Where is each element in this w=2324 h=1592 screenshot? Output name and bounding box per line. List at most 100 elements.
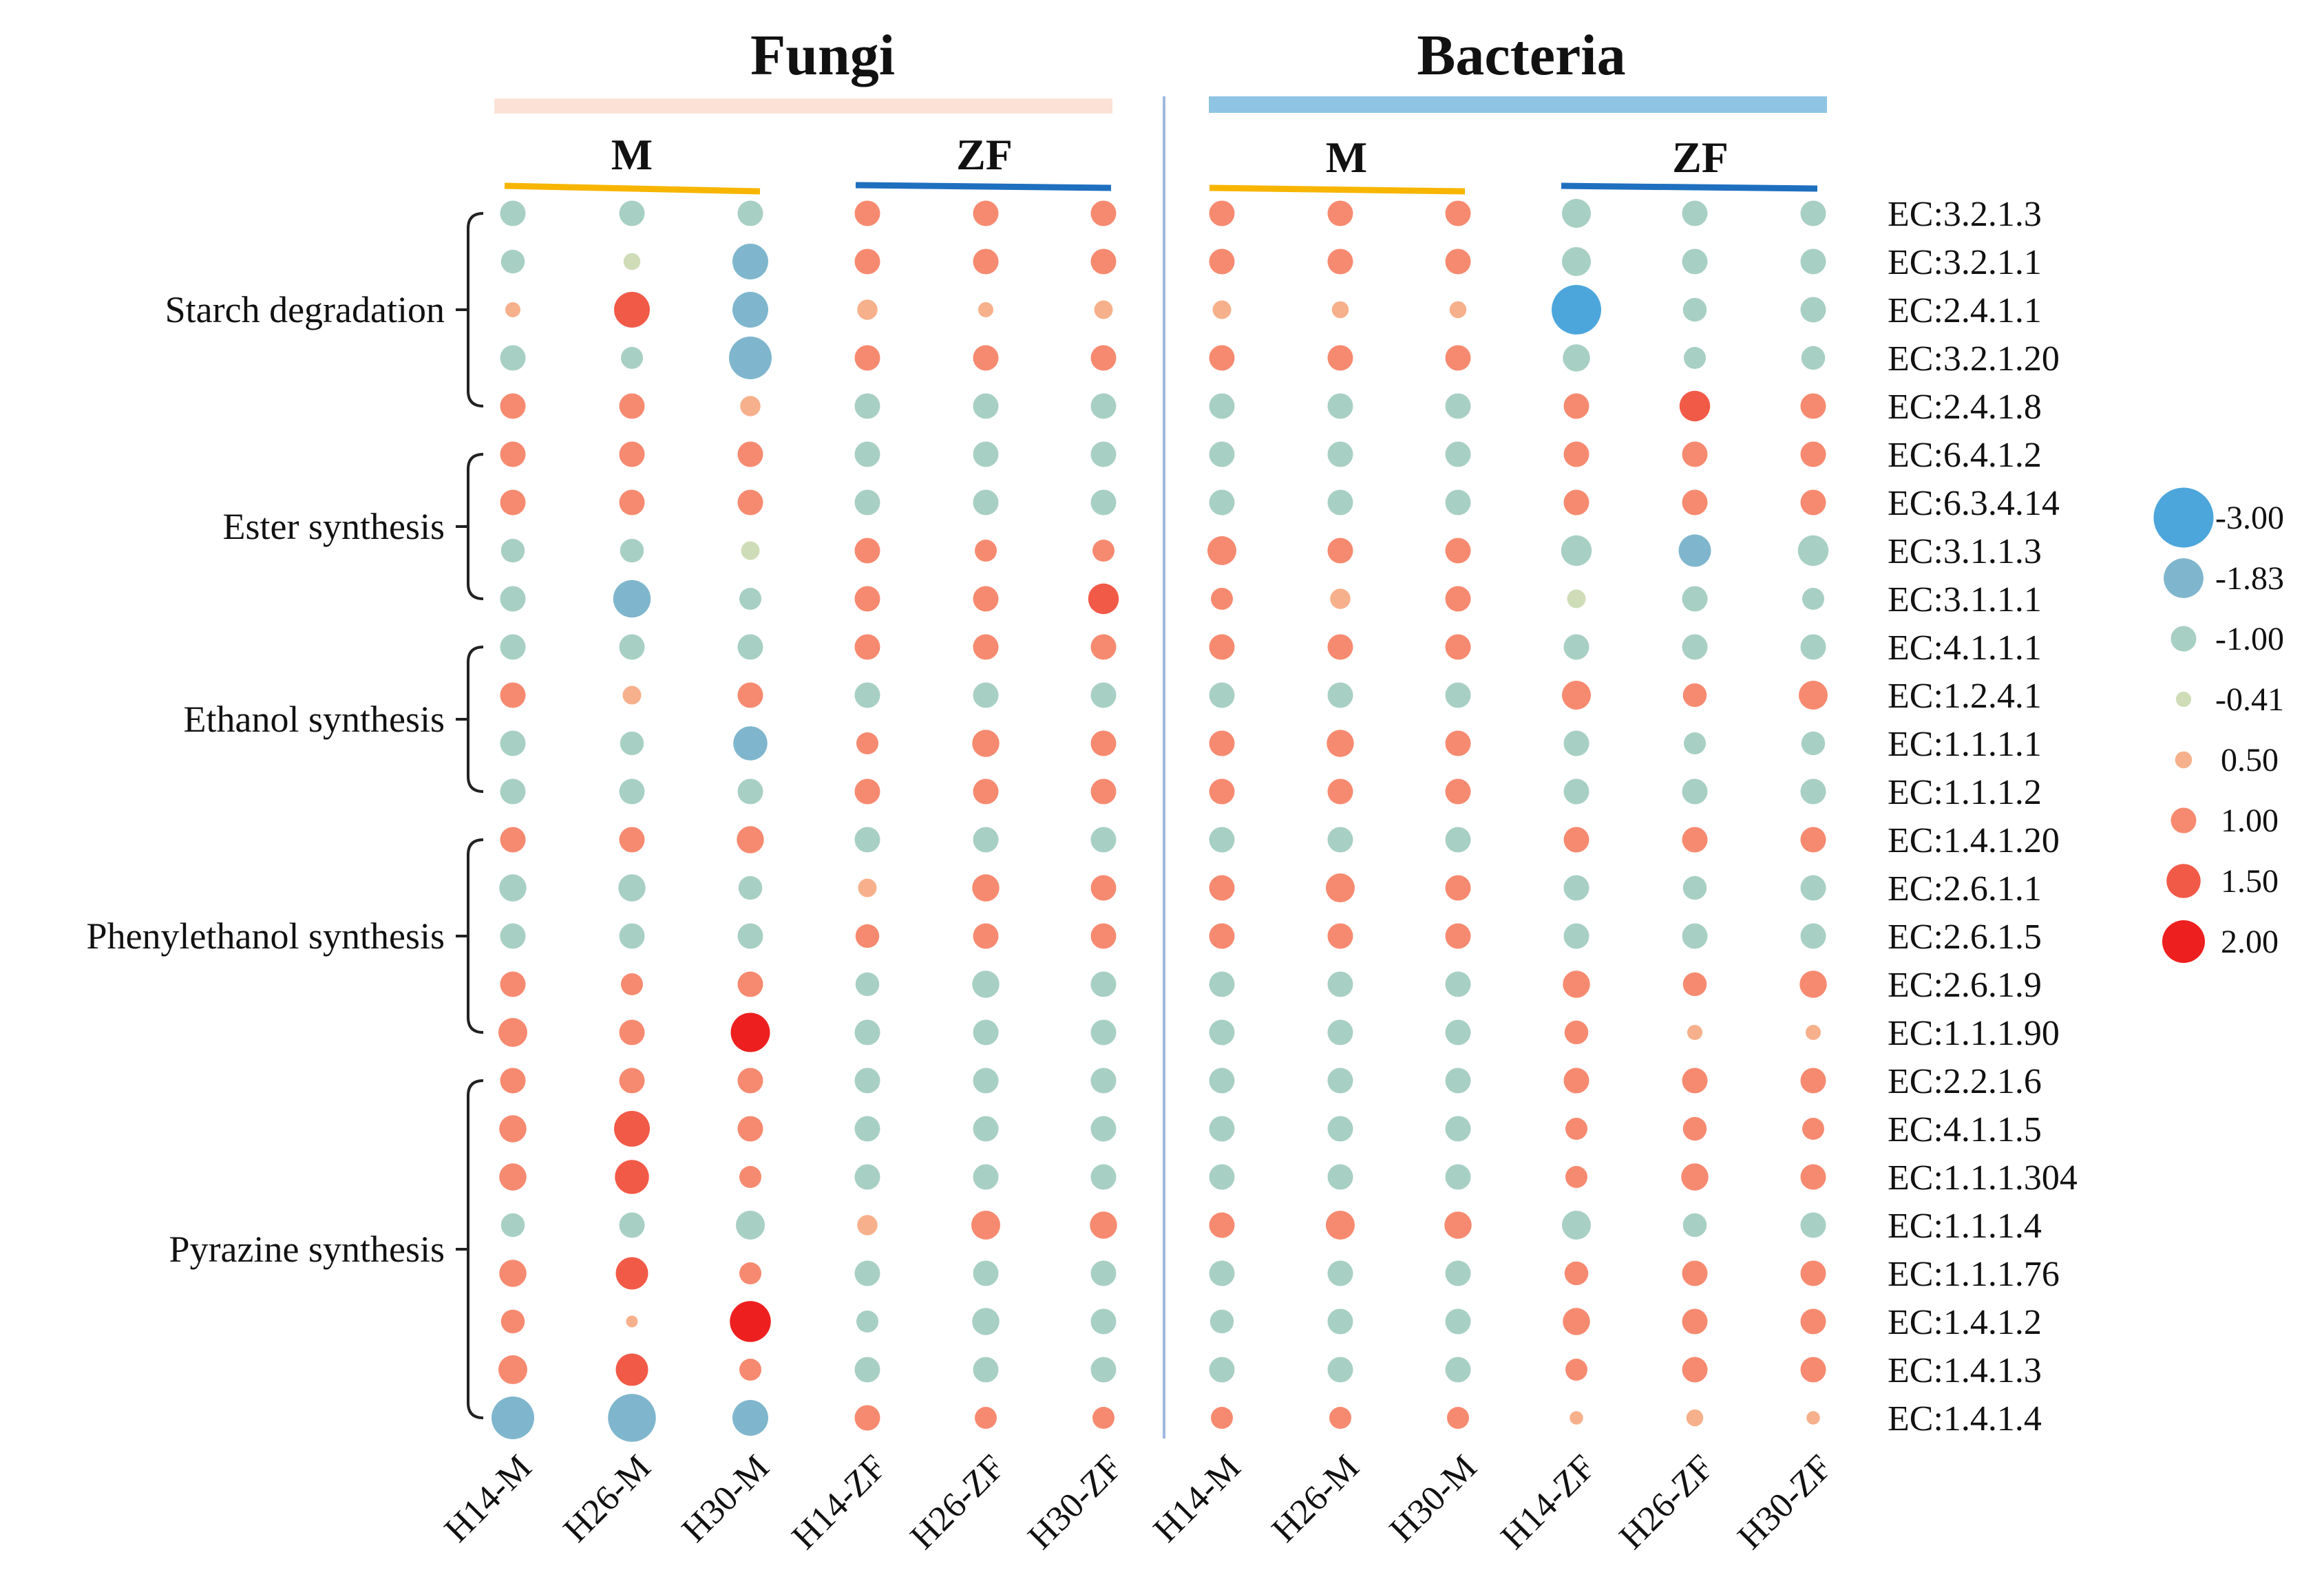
bubble-EC:1.1.1.90-H26-M — [1327, 1019, 1353, 1046]
row-label: EC:1.4.1.20 — [1888, 821, 2060, 860]
bubble-EC:1.4.1.4-H26-ZF — [975, 1407, 997, 1429]
bubble-EC:3.1.1.1-H14-ZF — [854, 586, 880, 612]
bubble-EC:1.1.1.304-H30-ZF — [1800, 1164, 1826, 1190]
bubble-EC:1.4.1.3-H26-ZF — [973, 1357, 999, 1383]
bubble-EC:1.4.1.2-H14-M — [1209, 1309, 1234, 1334]
bubble-EC:1.4.1.20-H30-ZF — [1800, 827, 1826, 853]
bubble-EC:2.6.1.1-H26-M — [618, 874, 646, 902]
bubble-EC:1.4.1.4-H14-M — [492, 1397, 534, 1439]
bubble-EC:6.3.4.14-H30-M — [1445, 489, 1471, 516]
bubble-EC:4.1.1.5-H30-ZF — [1802, 1118, 1824, 1140]
bubble-EC:3.1.1.3-H26-M — [1327, 538, 1353, 564]
bubble-EC:2.6.1.1-H14-ZF — [1563, 875, 1589, 901]
bubble-EC:1.2.4.1-H30-M — [1445, 682, 1471, 708]
bubble-EC:4.1.1.1-H26-M — [619, 634, 645, 660]
group-label: Pyrazine synthesis — [169, 1229, 445, 1270]
bubble-EC:2.2.1.6-H30-M — [1445, 1068, 1471, 1094]
bubble-EC:1.4.1.20-H14-M — [1209, 827, 1235, 853]
bubble-EC:2.6.1.5-H30-M — [1445, 923, 1471, 949]
group-bracket — [467, 453, 484, 600]
bubble-EC:2.6.1.9-H30-ZF — [1090, 971, 1117, 997]
bubble-EC:1.2.4.1-H30-ZF — [1090, 682, 1117, 708]
bubble-EC:1.1.1.2-H14-M — [500, 778, 526, 805]
bubble-EC:2.6.1.1-H26-ZF — [1682, 875, 1707, 900]
bubble-EC:3.1.1.3-H30-M — [1445, 538, 1471, 564]
bubble-EC:3.2.1.1-H30-ZF — [1090, 248, 1117, 275]
bubble-EC:4.1.1.1-H14-M — [1209, 634, 1235, 660]
bubble-EC:3.2.1.3-H30-ZF — [1800, 200, 1826, 226]
bubble-EC:4.1.1.5-H14-ZF — [854, 1116, 880, 1142]
row-label: EC:2.6.1.9 — [1888, 966, 2042, 1005]
bubble-EC:2.4.1.1-H26-ZF — [978, 302, 993, 317]
bubble-EC:1.4.1.20-H14-M — [500, 827, 526, 853]
bubble-EC:1.1.1.4-H26-ZF — [971, 1211, 1000, 1240]
bubble-EC:1.1.1.90-H30-M — [730, 1012, 770, 1052]
bubble-EC:1.4.1.2-H14-ZF — [856, 1310, 878, 1333]
bubble-EC:3.2.1.20-H26-M — [621, 347, 643, 369]
row-label: EC:1.1.1.90 — [1888, 1014, 2060, 1053]
row-label: EC:1.4.1.2 — [1888, 1303, 2042, 1342]
subgroup-label-bacteria-m: M — [1326, 133, 1367, 182]
subgroup-label-fungi-m: M — [611, 130, 653, 179]
bubble-EC:2.4.1.1-H30-M — [1449, 301, 1467, 319]
bubble-EC:2.6.1.5-H14-M — [500, 923, 526, 949]
bubble-EC:1.4.1.2-H14-ZF — [1563, 1308, 1590, 1335]
bubble-EC:6.4.1.2-H30-ZF — [1090, 441, 1117, 467]
bubble-EC:2.6.1.1-H30-ZF — [1090, 875, 1117, 901]
bubble-EC:1.4.1.3-H14-ZF — [1565, 1359, 1587, 1381]
bubble-EC:2.4.1.1-H26-ZF — [1682, 297, 1707, 322]
bubble-EC:3.2.1.1-H26-M — [623, 253, 641, 270]
bubble-EC:1.1.1.90-H30-ZF — [1090, 1019, 1117, 1046]
bubble-EC:3.1.1.1-H26-ZF — [973, 586, 999, 612]
bubble-EC:1.1.1.1-H14-M — [1209, 730, 1235, 756]
bubble-EC:2.6.1.5-H14-ZF — [1563, 923, 1589, 949]
bubble-EC:3.1.1.1-H14-M — [1211, 588, 1233, 610]
bubble-EC:1.1.1.90-H14-ZF — [1564, 1020, 1589, 1045]
row-label: EC:3.1.1.1 — [1888, 580, 2042, 619]
bubble-EC:3.2.1.20-H26-M — [1327, 345, 1353, 371]
bubble-EC:3.1.1.3-H14-M — [500, 538, 525, 563]
row-label: EC:1.4.1.4 — [1888, 1399, 2042, 1439]
bubble-EC:3.1.1.3-H30-ZF — [1092, 540, 1115, 562]
bubble-EC:6.4.1.2-H14-ZF — [1563, 441, 1589, 467]
bubble-EC:2.6.1.5-H26-ZF — [1682, 923, 1708, 949]
column-label: H26-ZF — [903, 1447, 1013, 1557]
bubble-EC:2.6.1.9-H26-ZF — [972, 970, 1000, 998]
bubble-EC:6.3.4.14-H14-M — [1209, 489, 1235, 516]
bubble-EC:2.2.1.6-H14-ZF — [854, 1068, 880, 1094]
bubble-EC:1.1.1.2-H30-M — [1445, 778, 1471, 805]
bubble-EC:1.2.4.1-H26-ZF — [1682, 683, 1707, 708]
bubble-EC:1.4.1.3-H30-M — [1445, 1357, 1471, 1383]
bubble-EC:2.6.1.9-H30-M — [737, 971, 763, 997]
bubble-EC:1.1.1.4-H26-ZF — [1682, 1213, 1707, 1238]
bubble-EC:2.4.1.8-H14-M — [1209, 393, 1235, 419]
bubble-EC:1.4.1.4-H26-ZF — [1686, 1409, 1704, 1427]
bubble-EC:6.3.4.14-H14-ZF — [854, 489, 880, 516]
bubble-EC:2.2.1.6-H26-M — [1327, 1068, 1353, 1094]
bubble-EC:4.1.1.1-H26-ZF — [973, 634, 999, 660]
bubble-EC:1.4.1.20-H26-M — [1327, 827, 1353, 853]
bubble-EC:3.2.1.20-H14-M — [1209, 345, 1235, 371]
bubble-EC:1.1.1.1-H14-M — [500, 730, 526, 756]
fungi-m-underline — [504, 182, 761, 195]
bubble-EC:1.4.1.2-H26-M — [626, 1315, 638, 1328]
bubble-EC:3.2.1.3-H30-M — [737, 200, 763, 226]
bubble-EC:1.1.1.76-H30-ZF — [1800, 1260, 1826, 1286]
bubble-EC:1.4.1.4-H30-M — [732, 1400, 768, 1436]
bubble-EC:1.1.1.304-H30-ZF — [1090, 1164, 1117, 1190]
bubble-EC:3.2.1.3-H14-M — [1209, 200, 1235, 226]
bubble-EC:1.1.1.76-H14-ZF — [1564, 1261, 1589, 1286]
column-label: H14-ZF — [785, 1447, 894, 1557]
bubble-EC:2.6.1.5-H14-M — [1209, 923, 1235, 949]
bubble-EC:1.1.1.1-H30-ZF — [1090, 730, 1117, 756]
bubble-EC:1.1.1.2-H14-M — [1209, 778, 1235, 805]
bubble-EC:1.4.1.3-H30-M — [739, 1359, 761, 1381]
bubble-EC:6.4.1.2-H26-ZF — [973, 441, 999, 467]
bubble-EC:1.1.1.90-H26-ZF — [973, 1019, 999, 1046]
row-label: EC:1.1.1.1 — [1888, 725, 2042, 764]
group-brackets: Starch degradation Ester synthesis Ethanol… — [87, 212, 484, 1419]
legend: -3.00 -1.83 -1.00 -0.41 0.50 1.00 1.50 2.00 — [2153, 487, 2284, 963]
column-label: H14-ZF — [1494, 1447, 1603, 1557]
group-label: Starch degradation — [165, 289, 445, 330]
